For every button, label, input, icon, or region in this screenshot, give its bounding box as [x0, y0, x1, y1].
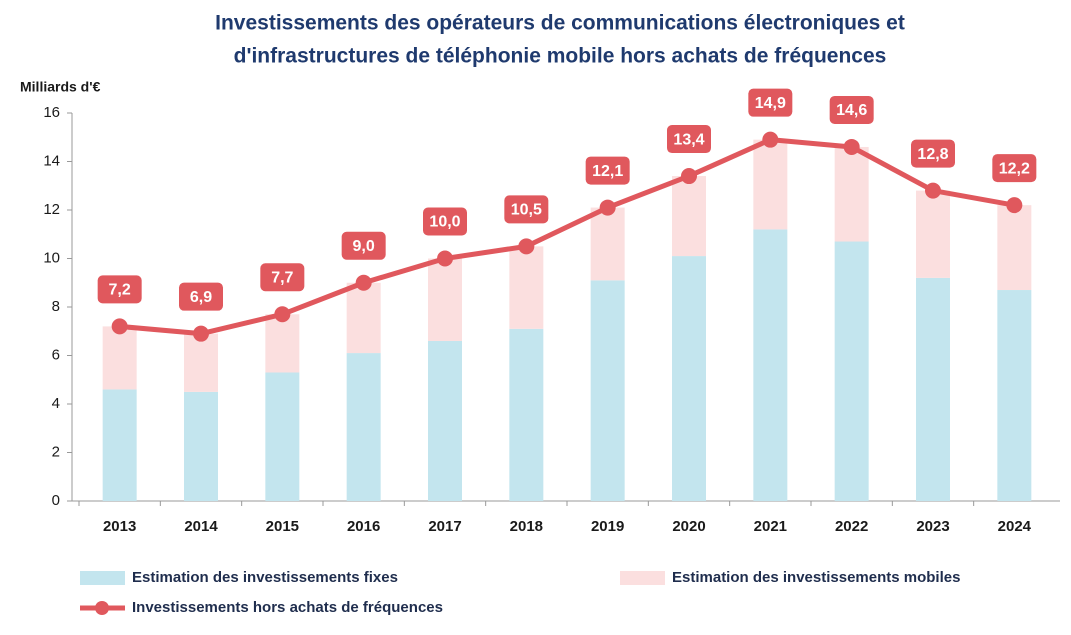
bar-segment: [916, 277, 950, 501]
value-label: 14,6: [836, 102, 867, 119]
y-tick-label: 4: [52, 395, 60, 412]
value-label: 12,2: [999, 160, 1030, 177]
value-label-box: [260, 263, 305, 292]
bar-segment: [753, 139, 788, 230]
value-label-box: [97, 275, 142, 304]
bar-segment: [509, 328, 544, 501]
value-label: 7,2: [109, 282, 131, 299]
value-label-box: [992, 154, 1037, 183]
x-tick-label: 2018: [510, 518, 543, 535]
value-label: 10,5: [511, 202, 542, 219]
value-label: 7,7: [271, 269, 293, 286]
line-point: [599, 199, 616, 216]
line-point: [762, 131, 779, 148]
y-tick-label: 14: [43, 152, 60, 169]
legend-swatch: [95, 601, 109, 615]
legend-swatch: [80, 571, 125, 585]
line-point: [925, 182, 941, 199]
value-label-box: [423, 207, 467, 236]
value-label-box: [341, 231, 386, 260]
bar-segment: [834, 241, 869, 501]
line-point: [437, 250, 453, 267]
legend-swatch: [620, 571, 665, 585]
value-label: 14,9: [755, 95, 786, 112]
line-point: [518, 238, 535, 255]
bar-segment: [916, 190, 950, 278]
bar-segment: [672, 176, 706, 257]
y-tick-label: 10: [43, 249, 60, 266]
y-tick-label: 2: [52, 443, 60, 460]
value-label-box: [667, 125, 711, 154]
y-tick-label: 0: [52, 492, 60, 509]
x-tick-label: 2019: [591, 518, 624, 535]
line-point: [274, 306, 291, 323]
legend-label: Estimation des investissements fixes: [132, 569, 398, 586]
value-label-box: [748, 88, 793, 117]
value-label: 10,0: [429, 214, 460, 231]
bar-segment: [184, 391, 218, 501]
bar-segment: [509, 246, 544, 329]
x-tick-label: 2015: [266, 518, 299, 535]
y-tick-label: 16: [43, 104, 60, 121]
legend-label: Investissements hors achats de fréquence…: [132, 599, 443, 616]
bar-segment: [346, 282, 381, 354]
value-label-box: [179, 282, 223, 311]
bar-segment: [265, 372, 300, 501]
bar-segment: [590, 207, 625, 281]
bar-segment: [672, 256, 706, 501]
x-tick-label: 2024: [998, 518, 1032, 535]
bar-segment: [102, 326, 137, 390]
bar-segment: [184, 333, 218, 392]
value-label-box: [504, 195, 549, 224]
x-tick-label: 2023: [916, 518, 949, 535]
bar-segment: [265, 314, 300, 373]
value-label: 13,4: [673, 131, 704, 148]
x-tick-label: 2013: [103, 518, 136, 535]
line-point: [193, 325, 209, 342]
value-label: 9,0: [353, 238, 375, 255]
bar-segment: [346, 353, 381, 501]
line: [119, 137, 1015, 337]
y-tick-label: 8: [52, 298, 60, 315]
chart-title: d'infrastructures de téléphonie mobile h…: [234, 45, 887, 68]
value-label: 12,8: [917, 146, 948, 163]
x-tick-label: 2022: [835, 518, 868, 535]
value-label-box: [829, 95, 874, 124]
line-point: [1006, 197, 1023, 214]
bar-segment: [834, 146, 869, 242]
line-point: [843, 138, 860, 155]
x-tick-label: 2014: [184, 518, 218, 535]
y-tick-label: 12: [43, 201, 60, 218]
x-tick-label: 2020: [672, 518, 705, 535]
chart-title: Investissements des opérateurs de commun…: [215, 12, 905, 35]
x-tick-label: 2021: [754, 518, 787, 535]
bar-segment: [102, 389, 137, 501]
value-label: 6,9: [190, 289, 212, 306]
line-point: [111, 318, 128, 335]
bar-segment: [428, 258, 462, 341]
bar-segment: [590, 280, 625, 501]
y-axis-label: Milliards d'€: [20, 79, 101, 95]
value-label-box: [911, 139, 955, 168]
bar-segment: [428, 340, 462, 501]
bar-segment: [997, 205, 1032, 291]
x-tick-label: 2017: [428, 518, 461, 535]
y-tick-label: 6: [52, 346, 60, 363]
line-point: [355, 274, 372, 291]
value-label: 12,1: [592, 163, 623, 180]
value-label-box: [585, 156, 630, 185]
legend-label: Estimation des investissements mobiles: [672, 569, 960, 586]
x-tick-label: 2016: [347, 518, 380, 535]
bar-segment: [997, 290, 1032, 501]
bar-segment: [753, 229, 788, 501]
line-point: [681, 168, 697, 185]
